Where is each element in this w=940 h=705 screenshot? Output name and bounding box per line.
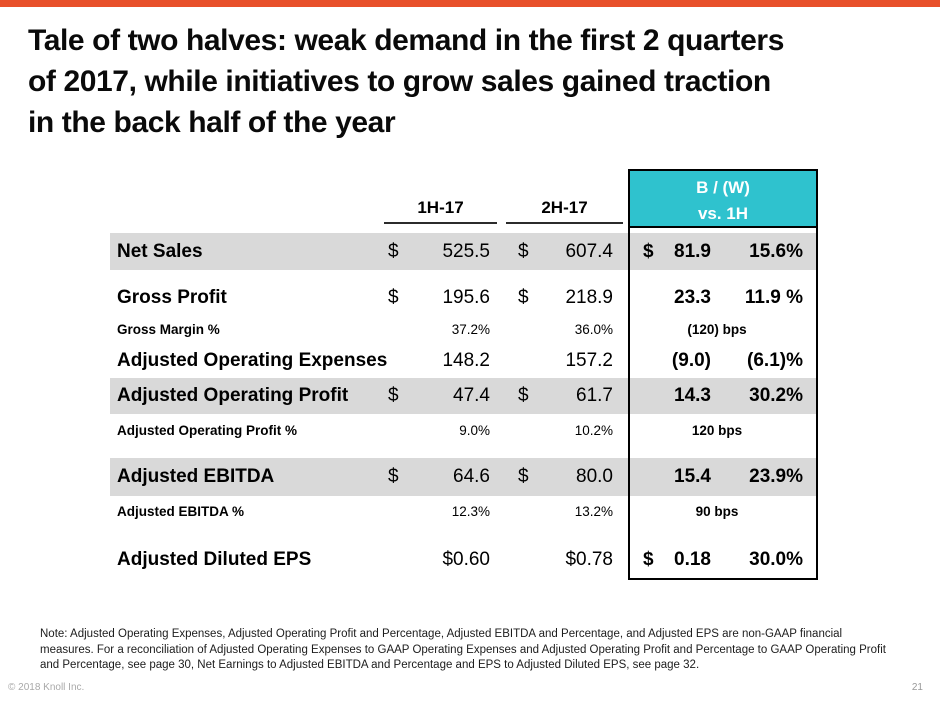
slide-title-line-2: of 2017, while initiatives to grow sales… bbox=[28, 65, 771, 98]
cell-bw-value: 0.18 bbox=[674, 549, 711, 570]
cell-better-worse-bps: (120) bps bbox=[687, 321, 747, 337]
cell-bw-percent: 23.9% bbox=[749, 466, 803, 487]
table-row: Gross Profit $195.6 $218.9 23.3 11.9 % bbox=[110, 282, 818, 314]
cell-1h17-value: $0.60 bbox=[442, 549, 490, 570]
better-worse-header-line-2: vs. 1H bbox=[697, 204, 749, 223]
cell-bw-value: 23.3 bbox=[674, 287, 711, 308]
cell-better-worse: $81.9 15.6% bbox=[630, 233, 818, 270]
cell-better-worse: (9.0) (6.1)% bbox=[630, 344, 818, 378]
row-label: Net Sales bbox=[117, 240, 203, 262]
row-label: Gross Margin % bbox=[117, 321, 220, 337]
cell-2h17-value: 80.0 bbox=[576, 466, 613, 487]
column-header-2h17: 2H-17 bbox=[541, 198, 588, 217]
cell-2h17-dollar: $ bbox=[518, 385, 529, 406]
accent-top-bar bbox=[0, 0, 940, 7]
row-label: Adjusted Diluted EPS bbox=[117, 549, 312, 570]
column-header-underline-2h17 bbox=[506, 222, 623, 224]
cell-1h17-value: 148.2 bbox=[442, 350, 490, 371]
financial-table: 1H-17 2H-17 B / (W) vs. 1H Net Sales $525… bbox=[110, 169, 818, 580]
cell-1h17-dollar: $ bbox=[388, 287, 399, 308]
cell-1h17-value: 47.4 bbox=[453, 385, 490, 406]
cell-1h17-value: 12.3% bbox=[451, 503, 490, 519]
cell-bw-percent: 15.6% bbox=[749, 240, 803, 262]
cell-1h17-dollar: $ bbox=[388, 240, 399, 262]
page-number: 21 bbox=[911, 682, 923, 693]
row-label: Adjusted EBITDA % bbox=[117, 503, 245, 519]
cell-bw-percent: 30.0% bbox=[749, 549, 803, 570]
table-row: Adjusted Operating Profit $47.4 $61.7 14.3 3… bbox=[110, 378, 818, 414]
cell-bw-percent: (6.1)% bbox=[747, 350, 803, 371]
cell-better-worse-bps: 90 bps bbox=[695, 503, 739, 519]
cell-bw-value: 81.9 bbox=[674, 240, 711, 262]
row-label: Gross Profit bbox=[117, 287, 227, 308]
cell-1h17-dollar: $ bbox=[388, 466, 399, 487]
table-row: Adjusted Operating Expenses 148.2 157.2 (9.… bbox=[110, 344, 818, 378]
table-row: Adjusted EBITDA $64.6 $80.0 15.4 23.9% bbox=[110, 458, 818, 496]
slide-title: Tale of two halves: weak demand in the f… bbox=[28, 20, 928, 143]
cell-2h17-dollar: $ bbox=[518, 287, 529, 308]
slide-title-line-3: in the back half of the year bbox=[28, 106, 396, 139]
better-worse-header-line-1: B / (W) bbox=[696, 178, 750, 197]
cell-bw-dollar: $ bbox=[643, 240, 654, 262]
cell-1h17-dollar: $ bbox=[388, 385, 399, 406]
table-row: Net Sales $525.5 $607.4 $81.9 15.6% bbox=[110, 233, 818, 270]
cell-bw-dollar: $ bbox=[643, 549, 654, 570]
cell-1h17-value: 195.6 bbox=[442, 287, 490, 308]
better-worse-header: B / (W) vs. 1H bbox=[628, 169, 818, 228]
table-row: Adjusted EBITDA % 12.3% 13.2% 90 bps bbox=[110, 496, 818, 526]
cell-better-worse: 23.3 11.9 % bbox=[630, 282, 818, 314]
table-row: Adjusted Diluted EPS $0.60 $0.78 $0.18 30.0% bbox=[110, 540, 818, 580]
cell-bw-value: 15.4 bbox=[674, 466, 711, 487]
cell-bw-value: (9.0) bbox=[671, 350, 711, 371]
cell-better-worse: $0.18 30.0% bbox=[630, 540, 818, 580]
cell-2h17-value: 36.0% bbox=[574, 321, 613, 337]
cell-2h17-value: 13.2% bbox=[574, 503, 613, 519]
cell-2h17-dollar: $ bbox=[518, 240, 529, 262]
column-header-underline-1h17 bbox=[384, 222, 497, 224]
cell-2h17-dollar: $ bbox=[518, 466, 529, 487]
copyright-text: © 2018 Knoll Inc. bbox=[8, 682, 85, 693]
row-label: Adjusted Operating Profit bbox=[117, 385, 349, 406]
cell-better-worse-bps: 120 bps bbox=[691, 422, 743, 438]
cell-2h17-value: 218.9 bbox=[565, 287, 613, 308]
cell-2h17-value: 607.4 bbox=[565, 240, 613, 262]
cell-1h17-value: 37.2% bbox=[451, 321, 490, 337]
cell-bw-percent: 11.9 % bbox=[744, 287, 803, 308]
footnote: Note: Adjusted Operating Expenses, Adjus… bbox=[40, 627, 934, 674]
row-label: Adjusted Operating Profit % bbox=[117, 422, 298, 438]
row-label: Adjusted EBITDA bbox=[117, 466, 275, 487]
row-label: Adjusted Operating Expenses bbox=[117, 350, 388, 371]
column-header-1h17: 1H-17 bbox=[417, 198, 464, 217]
cell-1h17-value: 9.0% bbox=[459, 422, 490, 438]
footnote-line-2: measures. For a reconciliation of Adjust… bbox=[40, 643, 886, 656]
cell-bw-value: 14.3 bbox=[674, 385, 711, 406]
table-row: Gross Margin % 37.2% 36.0% (120) bps bbox=[110, 314, 818, 344]
cell-2h17-value: 10.2% bbox=[574, 422, 613, 438]
cell-better-worse: 14.3 30.2% bbox=[630, 378, 818, 414]
cell-2h17-value: 157.2 bbox=[565, 350, 613, 371]
cell-1h17-value: 64.6 bbox=[453, 466, 490, 487]
slide-title-line-1: Tale of two halves: weak demand in the f… bbox=[28, 24, 784, 57]
cell-better-worse: 15.4 23.9% bbox=[630, 458, 818, 496]
cell-1h17-value: 525.5 bbox=[442, 240, 490, 262]
footnote-line-1: Note: Adjusted Operating Expenses, Adjus… bbox=[40, 628, 843, 640]
cell-2h17-value: $0.78 bbox=[565, 549, 613, 570]
footnote-line-3: and Percentage, see page 30, Net Earning… bbox=[40, 659, 700, 671]
table-row: Adjusted Operating Profit % 9.0% 10.2% 120 … bbox=[110, 414, 818, 446]
cell-bw-percent: 30.2% bbox=[749, 385, 803, 406]
cell-2h17-value: 61.7 bbox=[576, 385, 613, 406]
